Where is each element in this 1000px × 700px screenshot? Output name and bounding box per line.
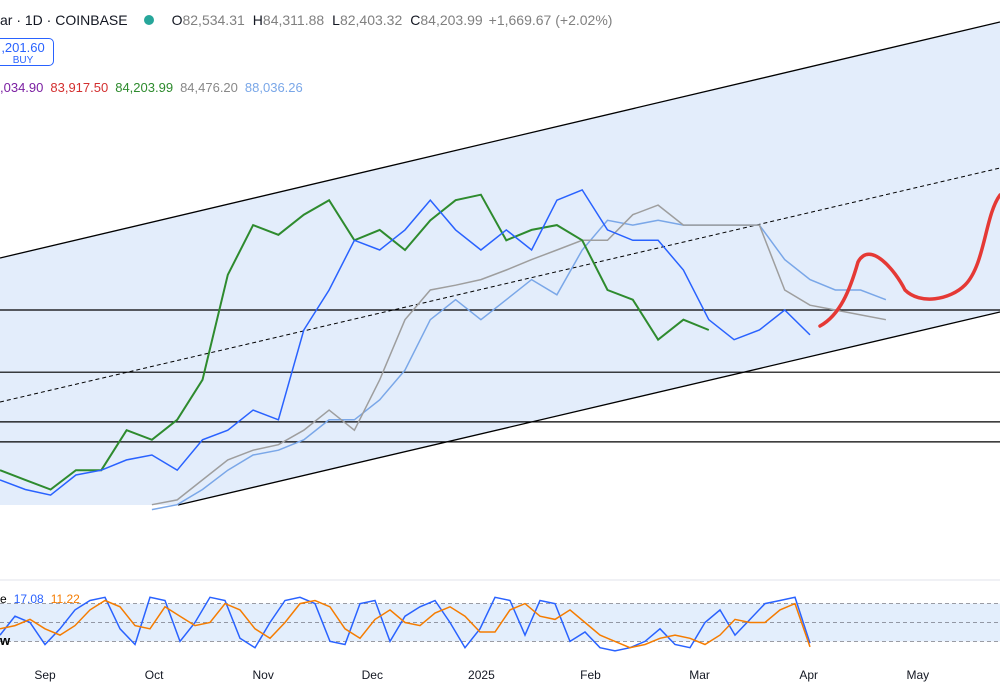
- buy-button[interactable]: ,201.60 BUY: [0, 38, 54, 66]
- ohlc-value: 84,203.99: [420, 12, 483, 28]
- x-tick-label: Oct: [145, 668, 164, 682]
- channel-lower: [177, 311, 1000, 506]
- change: +1,669.67 (+2.02%): [488, 12, 613, 28]
- stoch-k-value: 17.08: [13, 592, 44, 606]
- series-line: [0, 596, 811, 652]
- header: ar · 1D · COINBASE O82,534.31 H84,311.88 L…: [0, 12, 612, 28]
- ohlc-item: C84,203.99: [410, 12, 482, 28]
- series-line: [151, 204, 887, 506]
- ohlc-key: O: [171, 12, 183, 28]
- ohlc-key: H: [252, 12, 263, 28]
- indicator-value: ,034.90: [0, 80, 44, 95]
- x-axis: Sep Oct Nov Dec 2025 Feb Mar Apr May: [34, 668, 929, 682]
- series-line: [0, 599, 811, 649]
- status-dot: [143, 15, 154, 25]
- stoch-label: e: [0, 592, 7, 606]
- buy-label: BUY: [12, 55, 34, 66]
- x-tick-label: May: [906, 668, 929, 682]
- ohlc-value: 82,403.32: [339, 12, 403, 28]
- indicator-value: 88,036.26: [244, 80, 303, 95]
- channel-upper: [0, 21, 1000, 259]
- drawing-curve: [818, 193, 1000, 328]
- main-pane: [0, 188, 1000, 511]
- stoch-pane: [0, 596, 1000, 652]
- symbol: ar · 1D · COINBASE: [0, 12, 128, 28]
- indicator-values: ,034.90 83,917.50 84,203.99 84,476.20 88,036…: [0, 80, 303, 95]
- ohlc-item: O82,534.31: [172, 12, 245, 28]
- ohlc-item: H84,311.88: [253, 12, 324, 28]
- series-line: [151, 219, 887, 511]
- indicator-value: 83,917.50: [50, 80, 109, 95]
- stoch-legend: e 17.08 11.22: [0, 592, 80, 606]
- x-tick-label: Feb: [580, 668, 601, 682]
- indicator-value: 84,476.20: [180, 80, 238, 95]
- x-tick-label: Mar: [689, 668, 710, 682]
- ohlc-value: 84,311.88: [262, 12, 325, 28]
- ohlc-key: L: [332, 12, 340, 28]
- channel-mid: [0, 167, 1000, 403]
- x-tick-label: Apr: [799, 668, 818, 682]
- ohlc-key: C: [410, 12, 421, 28]
- ohlc-item: L82,403.32: [332, 12, 402, 28]
- side-label: w: [0, 633, 11, 648]
- x-tick-label: 2025: [468, 668, 495, 682]
- series-line: [0, 188, 811, 496]
- ohlc-value: 82,534.31: [182, 12, 245, 28]
- ohlc: O82,534.31 H84,311.88 L82,403.32 C84,203.99: [172, 12, 483, 28]
- indicator-value: 84,203.99: [115, 80, 174, 95]
- stoch-d-value: 11.22: [50, 592, 80, 606]
- x-tick-label: Dec: [362, 668, 383, 682]
- buy-price: ,201.60: [1, 40, 45, 55]
- channel-fill: [0, 22, 1000, 505]
- x-tick-label: Nov: [253, 668, 274, 682]
- x-tick-label: Sep: [34, 668, 56, 682]
